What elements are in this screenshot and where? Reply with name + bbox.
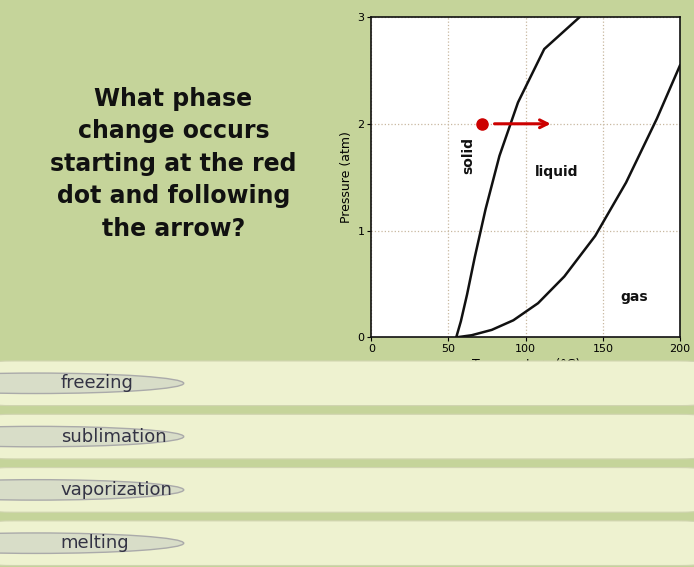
Circle shape (0, 373, 184, 393)
Text: sublimation: sublimation (61, 428, 167, 446)
FancyBboxPatch shape (0, 361, 694, 405)
Text: liquid: liquid (535, 165, 578, 179)
Circle shape (0, 480, 184, 500)
FancyBboxPatch shape (0, 521, 694, 565)
Text: freezing: freezing (61, 374, 134, 392)
Text: vaporization: vaporization (61, 481, 173, 499)
Text: gas: gas (620, 290, 648, 304)
X-axis label: Temperature (°C): Temperature (°C) (472, 358, 579, 371)
Text: solid: solid (462, 137, 475, 174)
FancyBboxPatch shape (0, 414, 694, 459)
Text: melting: melting (61, 534, 129, 552)
Text: What phase
change occurs
starting at the red
dot and following
the arrow?: What phase change occurs starting at the… (50, 87, 297, 241)
FancyBboxPatch shape (0, 468, 694, 512)
Circle shape (0, 426, 184, 447)
Y-axis label: Pressure (atm): Pressure (atm) (340, 131, 353, 223)
Circle shape (0, 533, 184, 553)
